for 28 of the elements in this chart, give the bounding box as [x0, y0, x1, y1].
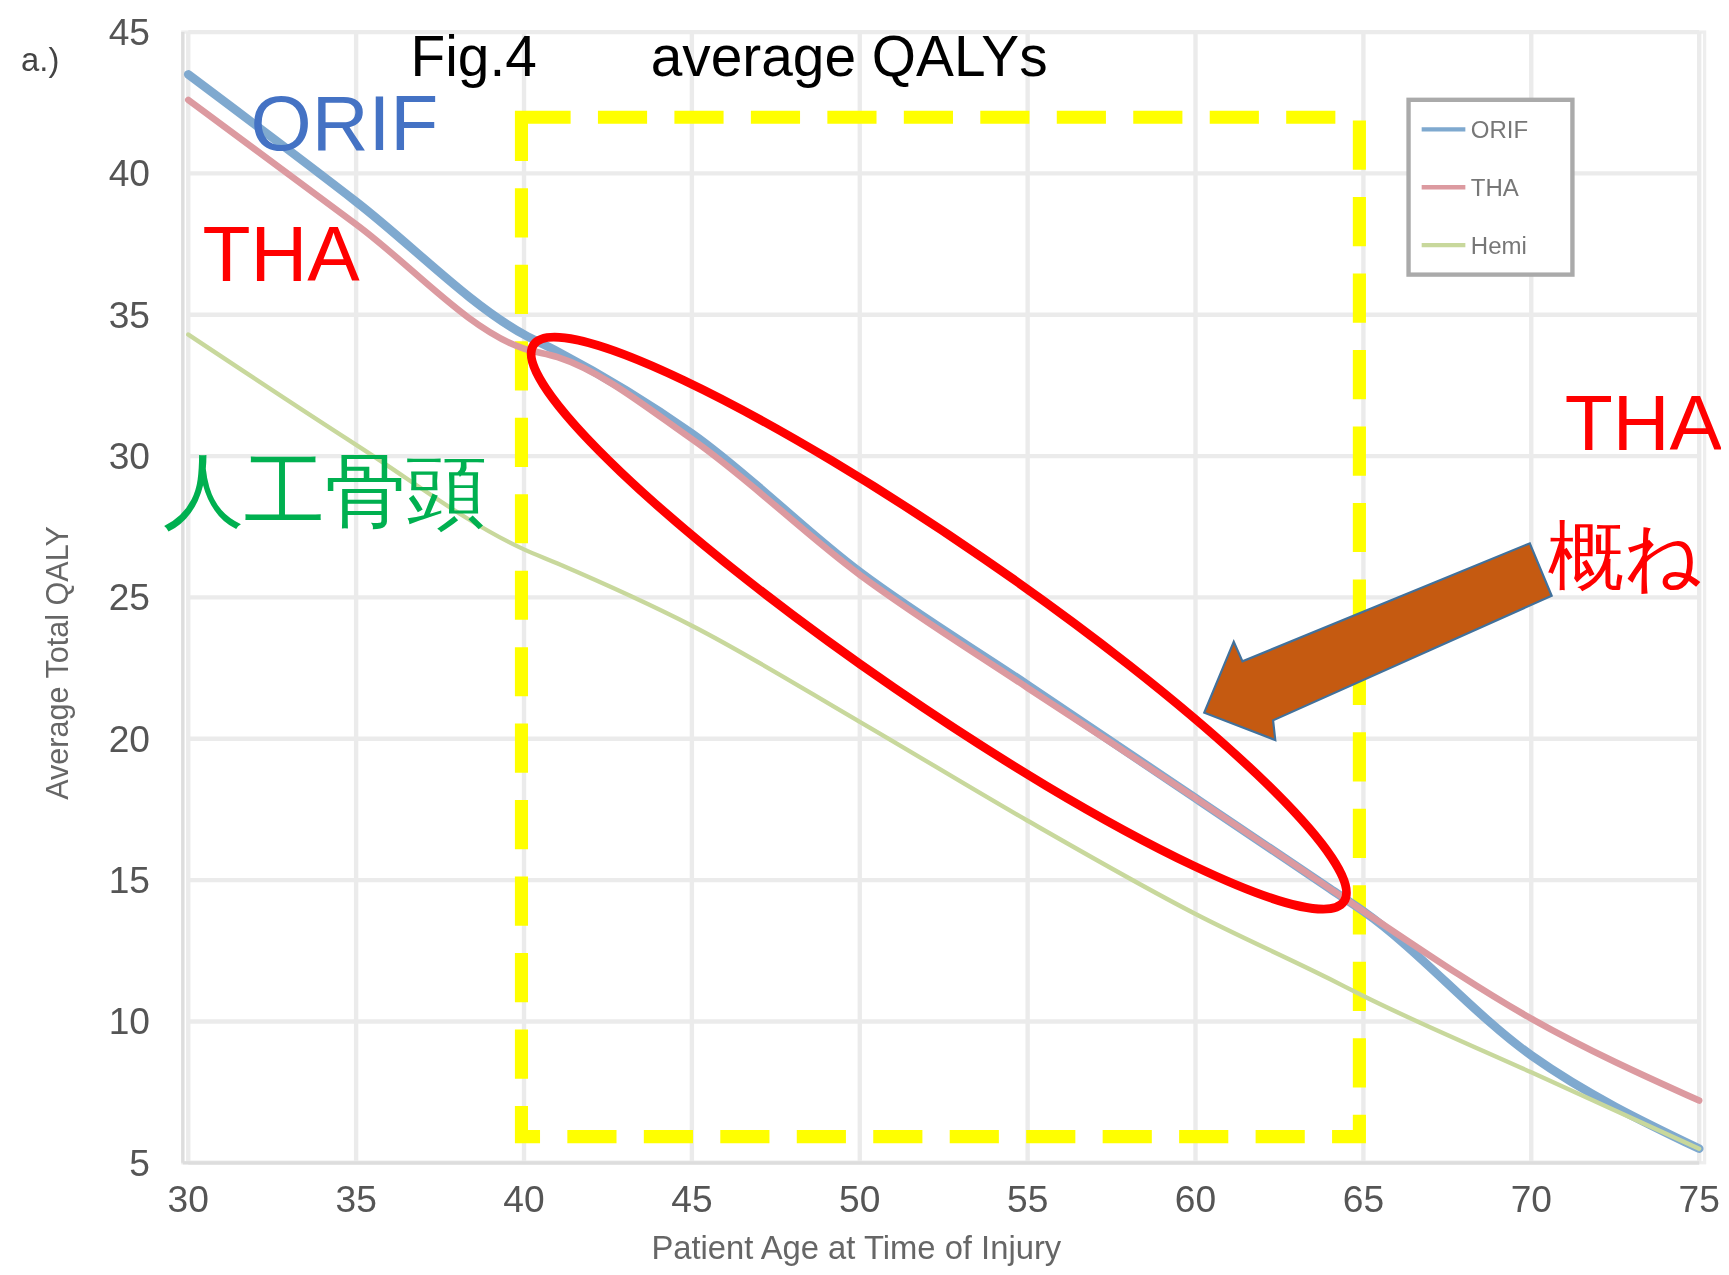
- x-tick-label: 40: [503, 1177, 545, 1220]
- x-tick-label: 30: [167, 1177, 209, 1220]
- y-tick-label: 30: [108, 435, 151, 478]
- y-tick-label: 40: [108, 152, 151, 195]
- y-tick-label: 15: [108, 859, 151, 902]
- x-tick-label: 60: [1174, 1177, 1217, 1220]
- x-tick-label: 75: [1678, 1177, 1720, 1220]
- legend-label: Hemi: [1470, 231, 1527, 259]
- y-tick-label: 45: [108, 11, 151, 54]
- x-tick-label: 65: [1342, 1177, 1385, 1220]
- legend-label: THA: [1470, 173, 1519, 201]
- y-tick-label: 10: [108, 1000, 151, 1043]
- y-tick-label: 35: [108, 293, 151, 336]
- annotation: 人工骨頭: [163, 444, 488, 539]
- x-tick-label: 55: [1006, 1177, 1049, 1220]
- legend-label: ORIF: [1470, 115, 1529, 143]
- x-axis-title: Patient Age at Time of Injury: [651, 1228, 1062, 1266]
- y-tick-label: 25: [108, 576, 151, 619]
- x-tick-label: 50: [839, 1177, 881, 1220]
- annotation: 概ね: [1548, 510, 1703, 600]
- x-tick-label: 45: [671, 1177, 713, 1220]
- x-tick-label: 35: [335, 1177, 377, 1220]
- y-tick-label: 20: [108, 717, 151, 760]
- text: a.): [21, 41, 60, 79]
- y-tick-label: 5: [129, 1141, 151, 1184]
- annotation: THA: [202, 210, 361, 299]
- x-tick-label: 70: [1510, 1177, 1552, 1220]
- y-axis-title: Average Total QALY: [40, 526, 76, 800]
